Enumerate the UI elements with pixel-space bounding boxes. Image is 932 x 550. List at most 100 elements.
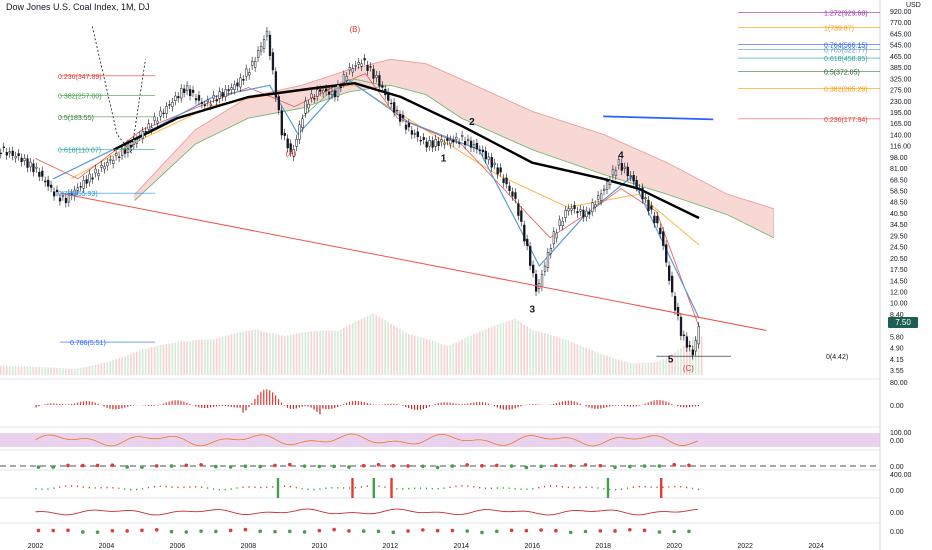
signal-dot (317, 528, 322, 533)
stochastic-line (328, 440, 332, 443)
candle-body (499, 167, 502, 173)
time-tick: 2006 (170, 543, 186, 550)
signal-tick (307, 488, 309, 491)
signal-tick (206, 487, 209, 489)
volume-bar (17, 366, 20, 375)
oscillator-line (472, 510, 477, 513)
macd-bar (115, 405, 117, 410)
macd-bar (694, 405, 697, 407)
volume-bar (328, 330, 330, 375)
candle-body (401, 114, 405, 119)
volume-bar (316, 330, 318, 375)
stochastic-line (455, 438, 459, 440)
volume-bar (606, 355, 608, 375)
candle-body (97, 173, 100, 177)
candle-body (647, 199, 650, 212)
candle-body (381, 85, 384, 88)
indicator-tick: 0.00 (890, 529, 904, 536)
volume-bar (103, 362, 106, 375)
stochastic-line (301, 441, 305, 443)
candle-body (514, 192, 517, 199)
volume-bar (473, 334, 475, 375)
macd-bar (502, 405, 504, 410)
volume-bar (446, 345, 449, 375)
candle-body (419, 139, 422, 142)
stochastic-line (144, 437, 148, 439)
signal-dot (554, 463, 558, 468)
macd-bar (576, 402, 578, 405)
candle-body (534, 273, 538, 292)
candle-body (517, 203, 520, 216)
signal-tick (473, 486, 475, 488)
oscillator-line (73, 512, 77, 515)
signal-tick (82, 486, 84, 488)
stochastic-line (487, 440, 491, 443)
oscillator-line (76, 512, 80, 514)
signal-dot (287, 462, 292, 467)
candle-body (600, 193, 603, 201)
macd-bar (609, 405, 611, 407)
indicator-tick: 0.00 (890, 464, 904, 471)
candle-body (85, 179, 88, 184)
candle-body (248, 72, 251, 76)
blue-horizontal-line (603, 115, 714, 121)
macd-bar (691, 405, 694, 407)
signal-dot (110, 463, 115, 467)
fib-right-label: 1.272(929.68) (824, 11, 868, 18)
candle-body (632, 175, 635, 182)
fib-right-label: 0.5(372.05) (824, 70, 860, 77)
macd-bar (283, 405, 286, 406)
candle-body (455, 136, 458, 140)
macd-bar (236, 405, 238, 408)
volume-bar (502, 322, 505, 375)
macd-bar (517, 405, 519, 408)
candle-body (629, 175, 632, 177)
candle-body (194, 98, 198, 101)
macd-bar (446, 402, 448, 405)
macd-bar (538, 404, 540, 405)
signal-dot (524, 465, 529, 470)
oscillator-line (316, 509, 320, 512)
candle-body (183, 88, 186, 93)
signal-tick (484, 487, 487, 489)
candle-body (440, 139, 443, 143)
volume-bar (372, 313, 375, 375)
candle-body (493, 162, 496, 165)
stochastic-line (600, 442, 604, 445)
signal-dot (140, 465, 144, 469)
macd-bar (363, 402, 365, 405)
volume-bar (289, 334, 292, 375)
stochastic-line (541, 437, 545, 439)
volume-bar (345, 326, 348, 375)
signal-dot (66, 528, 70, 533)
stochastic-line (369, 440, 373, 443)
signal-dot (332, 464, 336, 469)
stochastic-line (38, 436, 42, 439)
macd-bar (688, 405, 691, 408)
candle-body (679, 316, 683, 336)
candle-body (484, 150, 487, 160)
volume-bar (298, 333, 301, 375)
stochastic-line (245, 437, 249, 440)
macd-bar (251, 403, 253, 405)
macd-bar (535, 404, 537, 405)
macd-bar (620, 405, 623, 406)
stochastic-line (56, 435, 60, 438)
macd-bar (618, 405, 620, 406)
volume-bar (283, 336, 286, 375)
volume-bar (91, 365, 94, 375)
signal-tick (502, 487, 504, 489)
macd-bar (402, 405, 404, 406)
oscillator-line (325, 512, 329, 514)
candle-body (582, 209, 585, 218)
signal-tick (408, 487, 410, 490)
candle-body (597, 195, 600, 200)
signal-dot (125, 529, 129, 533)
volume-bar (68, 368, 70, 375)
volume-bar (201, 339, 203, 375)
candle-body (585, 210, 588, 217)
signal-tick (615, 488, 617, 491)
macd-bar (612, 405, 614, 407)
stochastic-line (603, 441, 607, 444)
volume-bar (136, 351, 138, 375)
